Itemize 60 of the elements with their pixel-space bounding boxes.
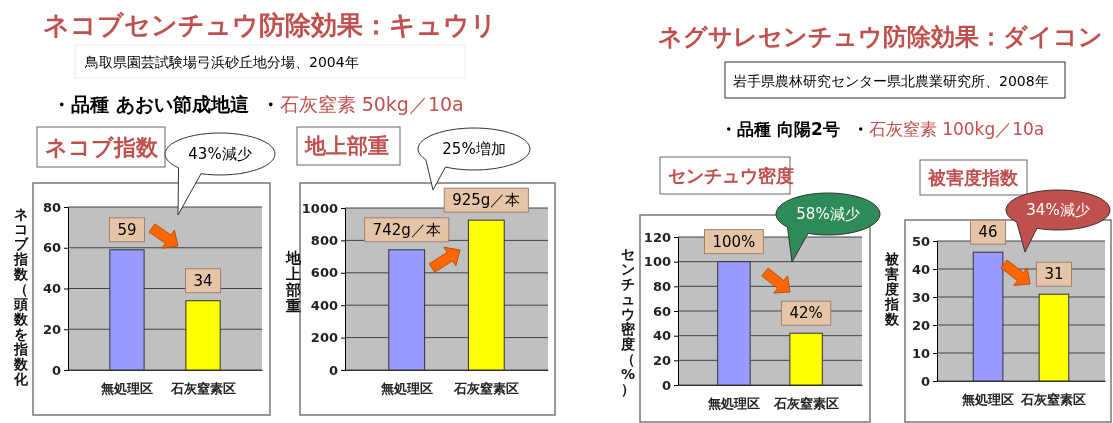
text: 34%減少 <box>1026 201 1090 219</box>
x-tick-label: 無処理区 <box>99 381 153 397</box>
text: ・品種 向陽2号 <box>720 119 840 139</box>
x-tick-label: 無処理区 <box>961 392 1015 408</box>
chart-title: 地上部重 <box>304 134 389 158</box>
y-tick-label: 600 <box>310 265 338 281</box>
y-axis-title: 地上部重 <box>285 249 302 315</box>
data-label: 742g／本 <box>372 220 441 239</box>
y-tick-label: 100 <box>643 254 671 270</box>
text: 58%減少 <box>796 205 860 223</box>
chart-title: センチュウ密度 <box>668 165 794 186</box>
y-tick-label: 20 <box>652 352 671 368</box>
y-axis-title: 被害度指数 <box>884 251 900 327</box>
data-label: 46 <box>978 223 998 242</box>
text: ネグサレセンチュウ防除効果：ダイコン <box>657 23 1103 51</box>
y-tick-label: 60 <box>652 303 671 319</box>
x-tick-label: 石灰窒素区 <box>772 396 839 412</box>
x-tick-label: 石灰窒素区 <box>169 381 236 397</box>
x-tick-label: 石灰窒素区 <box>452 381 519 397</box>
y-tick-label: 1000 <box>301 200 338 216</box>
data-label: 42% <box>789 304 823 323</box>
text: 43%減少 <box>188 145 252 163</box>
data-label: 31 <box>1044 265 1064 284</box>
y-tick-label: 40 <box>42 281 61 297</box>
text: ・品種 あおい節成地這 <box>52 93 249 115</box>
y-tick-label: 60 <box>42 240 61 256</box>
y-tick-label: 40 <box>911 261 930 277</box>
x-tick-label: 石灰窒素区 <box>1020 392 1087 408</box>
text: ・石灰窒素 50kg／10a <box>260 93 464 115</box>
x-tick-label: 無処理区 <box>706 396 760 412</box>
y-tick-label: 30 <box>911 289 930 305</box>
data-label: 925g／本 <box>452 191 521 210</box>
y-tick-label: 80 <box>42 199 61 215</box>
x-tick-label: 無処理区 <box>379 381 433 397</box>
text: ・石灰窒素 100kg／10a <box>851 119 1045 139</box>
text: 岩手県農林研究センター県北農業研究所、2008年 <box>733 73 1049 89</box>
chart-title: ネコブ指数 <box>45 134 159 160</box>
y-tick-label: 40 <box>652 328 671 344</box>
text: ネコブセンチュウ防除効果：キュウリ <box>43 10 497 40</box>
y-tick-label: 0 <box>920 373 930 389</box>
y-tick-label: 0 <box>661 377 671 393</box>
y-tick-label: 80 <box>652 278 671 294</box>
y-tick-label: 20 <box>911 317 930 333</box>
y-tick-label: 400 <box>310 297 338 313</box>
y-tick-label: 800 <box>310 233 338 249</box>
y-tick-label: 10 <box>911 345 930 361</box>
text: 25%増加 <box>442 140 506 158</box>
y-tick-label: 0 <box>51 362 61 378</box>
chart-title: 被害度指数 <box>927 167 1019 188</box>
text: 鳥取県園芸試験場弓浜砂丘地分場、2004年 <box>84 54 359 70</box>
data-label: 100% <box>712 232 756 251</box>
text: センチュウ密度（%） <box>620 246 636 397</box>
y-tick-label: 120 <box>643 229 671 245</box>
data-label: 59 <box>117 220 137 239</box>
y-tick-label: 200 <box>310 330 338 346</box>
text: ネコブ指数（頭数を指数化 <box>14 206 28 387</box>
data-label: 34 <box>193 271 213 290</box>
y-tick-label: 50 <box>911 233 930 249</box>
y-tick-label: 0 <box>328 362 338 378</box>
y-tick-label: 20 <box>42 321 61 337</box>
